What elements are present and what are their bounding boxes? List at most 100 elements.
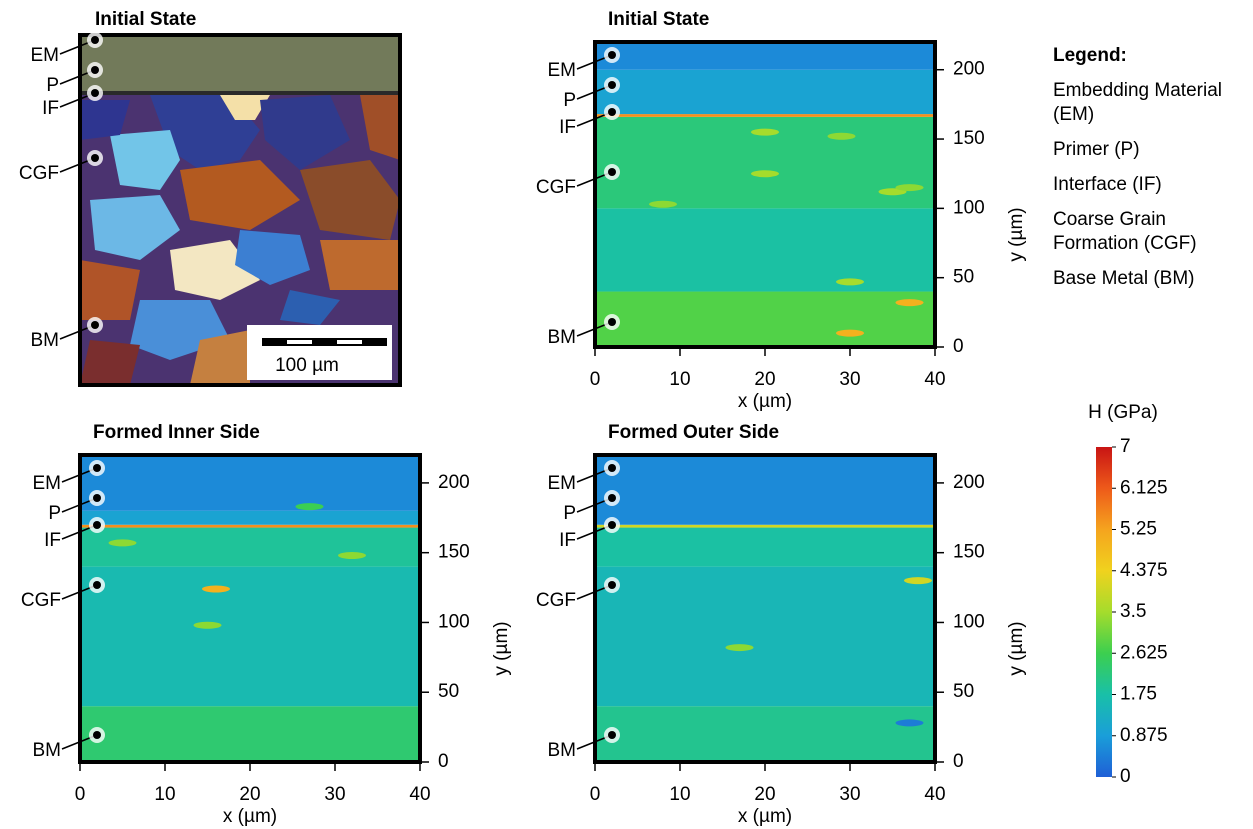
hotspot <box>827 132 856 140</box>
hardness-band <box>80 510 420 525</box>
marker-dot <box>608 521 616 529</box>
annotation-label: BM <box>548 740 577 761</box>
x-tick-label: 40 <box>924 369 945 390</box>
hardness-band <box>80 706 420 762</box>
heatmap <box>595 455 935 762</box>
x-tick-label: 40 <box>924 784 945 805</box>
x-tick-label: 30 <box>839 784 860 805</box>
hardness-band <box>595 524 935 528</box>
heatmap <box>80 455 420 762</box>
legend-item: Primer (P) <box>1053 139 1140 160</box>
x-tick-label: 20 <box>239 784 260 805</box>
y-tick-label: 200 <box>953 59 985 80</box>
marker-dot <box>93 731 101 739</box>
annotation-label: CGF <box>19 163 59 184</box>
scale-bar-label: 100 µm <box>275 355 339 376</box>
y-axis-label: y (µm) <box>491 621 512 675</box>
y-tick-label: 100 <box>953 611 985 632</box>
y-tick-label: 0 <box>953 751 964 772</box>
colorbar-tick-label: 2.625 <box>1120 642 1168 663</box>
y-tick-label: 0 <box>953 336 964 357</box>
colorbar-tick-label: 1.75 <box>1120 684 1157 705</box>
colorbar-tick-label: 0.875 <box>1120 725 1168 746</box>
hardness-band <box>80 566 420 707</box>
x-axis-label: x (µm) <box>738 391 792 412</box>
marker-dot <box>93 494 101 502</box>
marker-dot <box>93 581 101 589</box>
x-axis-label: x (µm) <box>738 806 792 827</box>
y-tick-label: 50 <box>953 681 974 702</box>
hotspot <box>895 719 924 727</box>
annotation-label: EM <box>33 473 62 494</box>
marker-dot <box>91 154 99 162</box>
annotation-label: BM <box>31 330 60 351</box>
marker-dot <box>91 36 99 44</box>
hardness-band <box>595 706 935 762</box>
x-tick-label: 40 <box>409 784 430 805</box>
hotspot <box>751 128 779 136</box>
hardness-band <box>80 527 420 567</box>
panel-title: Initial State <box>95 9 196 30</box>
marker-dot <box>91 321 99 329</box>
annotation-label: CGF <box>536 177 576 198</box>
marker-dot <box>608 494 616 502</box>
colorbar-tick-label: 7 <box>1120 436 1131 457</box>
y-tick-label: 100 <box>438 611 470 632</box>
panel-title: Formed Outer Side <box>608 422 779 443</box>
annotation-label: P <box>563 90 576 111</box>
annotation-label: IF <box>44 530 61 551</box>
annotation-label: P <box>46 75 59 96</box>
panel-title: Formed Inner Side <box>93 422 260 443</box>
colorbar-tick-label: 5.25 <box>1120 519 1157 540</box>
x-tick-label: 10 <box>669 784 690 805</box>
legend: Legend: Embedding Material (EM) Primer (P… <box>1053 44 1248 302</box>
hotspot <box>108 539 137 547</box>
annotation-label: BM <box>33 740 62 761</box>
marker-dot <box>608 731 616 739</box>
colorbar <box>1096 447 1112 777</box>
annotation-label: CGF <box>21 590 61 611</box>
hotspot <box>338 551 366 559</box>
colorbar-tick-label: 3.5 <box>1120 601 1146 622</box>
hardness-band <box>595 455 935 525</box>
panel-title: Initial State <box>608 9 709 30</box>
hotspot <box>202 585 230 593</box>
marker-dot <box>93 464 101 472</box>
x-tick-label: 10 <box>669 369 690 390</box>
legend-item: Base Metal (BM) <box>1053 268 1195 289</box>
colorbar-tick-label: 0 <box>1120 766 1131 787</box>
marker-dot <box>91 66 99 74</box>
legend-item: Coarse Grain Formation (CGF) <box>1053 209 1197 254</box>
hardness-band <box>595 69 935 115</box>
x-tick-label: 20 <box>754 369 775 390</box>
hotspot <box>725 644 754 652</box>
x-tick-label: 0 <box>75 784 86 805</box>
x-tick-label: 30 <box>839 369 860 390</box>
hotspot <box>649 200 677 208</box>
y-tick-label: 100 <box>953 197 985 218</box>
marker-dot <box>608 168 616 176</box>
x-tick-label: 0 <box>590 369 601 390</box>
hardness-band <box>595 114 935 117</box>
marker-dot <box>608 108 616 116</box>
annotation-label: P <box>563 503 576 524</box>
marker-dot <box>91 89 99 97</box>
y-tick-label: 150 <box>953 128 985 149</box>
hardness-band <box>595 208 935 292</box>
annotation-label: IF <box>42 98 59 119</box>
y-axis-label: y (µm) <box>1006 621 1027 675</box>
hotspot <box>836 329 864 337</box>
y-tick-label: 200 <box>438 472 470 493</box>
hardness-band <box>595 566 935 707</box>
annotation-label: CGF <box>536 590 576 611</box>
y-tick-label: 150 <box>953 542 985 563</box>
x-tick-label: 30 <box>324 784 345 805</box>
micrograph: Initial State 100 µm <box>78 9 402 387</box>
legend-item: Embedding Material (EM) <box>1053 80 1222 125</box>
y-axis-label: y (µm) <box>1006 207 1027 261</box>
hotspot <box>895 299 924 307</box>
hardness-band <box>595 42 935 70</box>
annotation-label: P <box>48 503 61 524</box>
heatmap <box>595 42 935 347</box>
